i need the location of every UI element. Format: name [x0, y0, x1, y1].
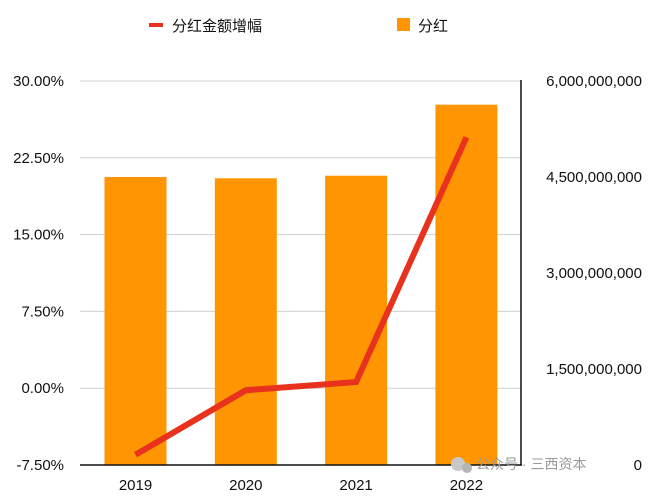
- left-axis-tick-label: -7.50%: [16, 457, 64, 474]
- wechat-icon: [451, 457, 465, 471]
- left-axis-tick-label: 22.50%: [13, 150, 64, 167]
- x-axis-tick-label: 2021: [339, 477, 372, 494]
- legend-label-dividend: 分红: [418, 18, 448, 35]
- right-axis-tick-label: 6,000,000,000: [546, 73, 642, 90]
- left-axis-tick-label: 0.00%: [21, 380, 64, 397]
- bar-2020: [214, 178, 277, 465]
- watermark: 公众号 · 三西资本: [451, 456, 586, 473]
- watermark-text: 公众号 · 三西资本: [476, 456, 586, 472]
- right-axis-tick-label: 4,500,000,000: [546, 169, 642, 186]
- legend-bar-swatch: [397, 18, 410, 31]
- growth-line: [133, 136, 470, 458]
- x-axis-tick-label: 2019: [119, 477, 152, 494]
- bar-2022: [435, 104, 498, 466]
- bar-2019: [104, 177, 167, 465]
- legend-label-growth: 分红金额增幅: [172, 18, 262, 35]
- bar-2021: [325, 175, 388, 465]
- right-axis-tick-label: 0: [634, 457, 642, 474]
- left-axis-tick-label: 7.50%: [21, 303, 64, 320]
- x-axis-tick-label: 2022: [450, 477, 483, 494]
- legend: 分红金额增幅 分红: [149, 18, 448, 35]
- left-axis-tick-label: 15.00%: [13, 227, 64, 244]
- right-axis-tick-label: 1,500,000,000: [546, 361, 642, 378]
- x-axis-tick-label: 2020: [229, 477, 262, 494]
- right-axis-tick-label: 3,000,000,000: [546, 265, 642, 282]
- left-axis-tick-label: 30.00%: [13, 73, 64, 90]
